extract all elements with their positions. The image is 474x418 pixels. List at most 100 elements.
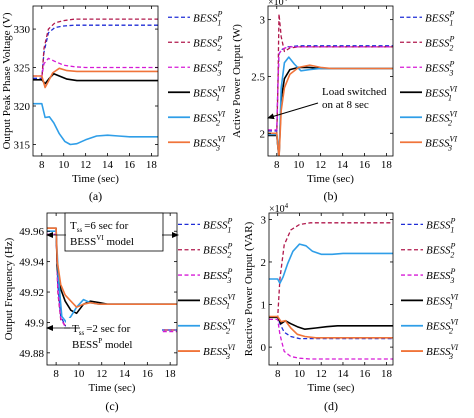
panel-c-annotations: Tss =6 sec for BESSVI model Tss =2 sec for… (46, 212, 179, 356)
chart-a-x-tick-label-2: 10 (58, 159, 70, 171)
chart-a-y-tick-label-4: 330 (14, 24, 31, 36)
panel-b-annotation-line-1: Load switched (322, 86, 387, 98)
panel-c-tss-p-line-2: BESSP model (72, 337, 132, 351)
chart-b-caption: (b) (324, 189, 338, 203)
chart-c-x-tick-label-1: 8 (53, 368, 59, 380)
chart-d-x-tick-label-6: 18 (381, 368, 393, 380)
chart-d-plot-frame (268, 212, 394, 366)
chart-b-x-tick-label-4: 14 (337, 159, 349, 171)
panel-b-annotation-line-2: on at 8 sec (322, 99, 369, 111)
chart-b-y-tick-label-2: 2.5 (251, 71, 265, 83)
chart-c-x-tick-label-5: 16 (142, 368, 154, 380)
chart-c-y-tick-label-3: 49.92 (19, 287, 44, 299)
chart-d-caption: (d) (324, 399, 338, 413)
chart-a-legend-label-4: BESSVI 1 (193, 84, 225, 102)
chart-b-series-group (268, 13, 393, 156)
chart-a-y-tick-label-1: 315 (14, 139, 31, 151)
chart-d-series-line-3 (269, 318, 393, 360)
chart-d-series-group (269, 222, 393, 360)
chart-c-legend-label-4: BESSVI 1 (203, 292, 235, 310)
chart-a-x-tick-label-3: 12 (80, 159, 91, 171)
chart-d-x-tick-label-1: 8 (275, 368, 281, 380)
chart-d-x-tick-label-3: 12 (316, 368, 327, 380)
chart-b-legend-label-5: BESSVI 2 (425, 109, 457, 127)
panel-b-annotation-box (315, 83, 390, 113)
chart-d-legend-label-2: BESSP 2 (426, 242, 455, 260)
chart-d-x-axis-label: Time (sec) (308, 382, 355, 394)
chart-panel-c: 8 10 12 14 16 18 49.88 49.9 49.92 49.94 49.96 Time … (3, 212, 235, 413)
chart-b-y-multiplier: ×104 (268, 0, 288, 8)
chart-b-series-line-3 (268, 46, 393, 131)
panel-b-annotation-arrow (267, 102, 319, 120)
chart-c-y-tick-label-1: 49.88 (19, 348, 44, 360)
chart-c-caption: (c) (105, 399, 118, 413)
chart-c-legend-label-2: BESSP 2 (203, 242, 232, 260)
chart-a-plot-frame (32, 5, 159, 157)
chart-d-series-line-4 (269, 316, 393, 331)
chart-b-y-tick-label-3: 3 (260, 15, 266, 27)
chart-a-legend-label-2: BESSP 2 (193, 34, 222, 52)
chart-d-y-tick-label-3: 2 (261, 257, 267, 269)
panel-c-tss-vi-line-1: Tss =6 sec for (70, 220, 129, 234)
chart-c-x-tick-label-2: 10 (73, 368, 85, 380)
chart-c-y-axis-label: Output Frequency (Hz) (3, 237, 15, 340)
chart-c-legend-label-6: BESSVI 3 (203, 343, 235, 361)
chart-d-series-line-6 (269, 315, 393, 339)
chart-c-x-tick-label-4: 14 (119, 368, 131, 380)
panel-c-tss-p-box (66, 318, 162, 356)
chart-a-x-axis-label: Time (sec) (72, 173, 119, 185)
chart-b-x-axis-label: Time (sec) (307, 173, 354, 185)
chart-d-y-tick-label-4: 3 (261, 214, 267, 226)
chart-a-legend-label-3: BESSP 3 (193, 59, 222, 77)
chart-a-legend-label-6: BESSVI 3 (193, 134, 225, 152)
chart-b-x-tick-label-2: 10 (293, 159, 305, 171)
chart-a-x-tick-label-4: 14 (102, 159, 114, 171)
panel-b-annotation: Load switched on at 8 sec (267, 83, 390, 120)
chart-b-plot-frame (267, 5, 394, 157)
chart-d-legend-label-1: BESSP 1 (426, 216, 455, 234)
chart-d-series-line-1 (269, 316, 393, 340)
chart-b-x-tick-label-6: 18 (381, 159, 393, 171)
chart-a-series-line-3 (33, 57, 158, 77)
chart-b-x-tick-label-5: 16 (359, 159, 371, 171)
chart-a-series-group (33, 18, 158, 146)
chart-d-y-tick-label-2: 1 (261, 300, 267, 312)
chart-c-x-tick-label-6: 18 (165, 368, 177, 380)
chart-b-series-line-6 (268, 64, 393, 156)
chart-a-x-tick-label-5: 16 (124, 159, 136, 171)
chart-a-y-tick-label-3: 325 (14, 63, 31, 75)
chart-b-x-tick-label-1: 8 (274, 159, 280, 171)
chart-d-x-tick-label-4: 14 (337, 368, 349, 380)
chart-b-y-axis-label: Active Power Output (W) (231, 24, 243, 138)
chart-d-legend-label-6: BESSVI 3 (426, 343, 458, 361)
chart-c-legend-label-5: BESSVI 2 (203, 318, 235, 336)
chart-d-y-axis-label: Reactive Power Output (VAR) (243, 221, 255, 356)
chart-a-y-tick-label-2: 320 (14, 101, 31, 113)
chart-d-x-tick-label-5: 16 (359, 368, 371, 380)
chart-b-legend-label-1: BESSP 1 (425, 9, 454, 27)
chart-b-legend-label-2: BESSP 2 (425, 34, 454, 52)
chart-a-x-tick-label-1: 8 (39, 159, 45, 171)
chart-c-y-tick-label-5: 49.96 (19, 226, 44, 238)
chart-a-caption: (a) (89, 189, 102, 203)
chart-d-series-line-5 (269, 243, 393, 285)
chart-b-legend-label-4: BESSVI 1 (425, 84, 457, 102)
chart-c-x-axis-label: Time (sec) (89, 382, 136, 394)
chart-c-x-tick-label-3: 12 (96, 368, 107, 380)
chart-d-series-line-2 (269, 222, 393, 318)
chart-a-series-line-5 (33, 102, 158, 146)
chart-panel-b: 8 10 12 14 16 18 2 2.5 3×104 Time (sec) Active Pow… (231, 0, 457, 203)
chart-a-series-line-6 (33, 67, 158, 89)
panel-c-tss-p-line-1: Tss =2 sec for (72, 323, 131, 337)
chart-a-legend-label-1: BESSP 1 (193, 9, 222, 27)
chart-c-legend-label-1: BESSP 1 (203, 216, 232, 234)
chart-d-legend-label-4: BESSVI 1 (426, 292, 458, 310)
chart-d-legend-label-5: BESSVI 2 (426, 318, 458, 336)
chart-c-series-line-6 (47, 227, 177, 309)
chart-c-legend-label-3: BESSP 3 (203, 267, 232, 285)
chart-a-series-line-1 (33, 24, 158, 79)
chart-d-y-tick-label-1: 0 (261, 342, 267, 354)
chart-b-y-tick-label-1: 2 (260, 128, 266, 140)
